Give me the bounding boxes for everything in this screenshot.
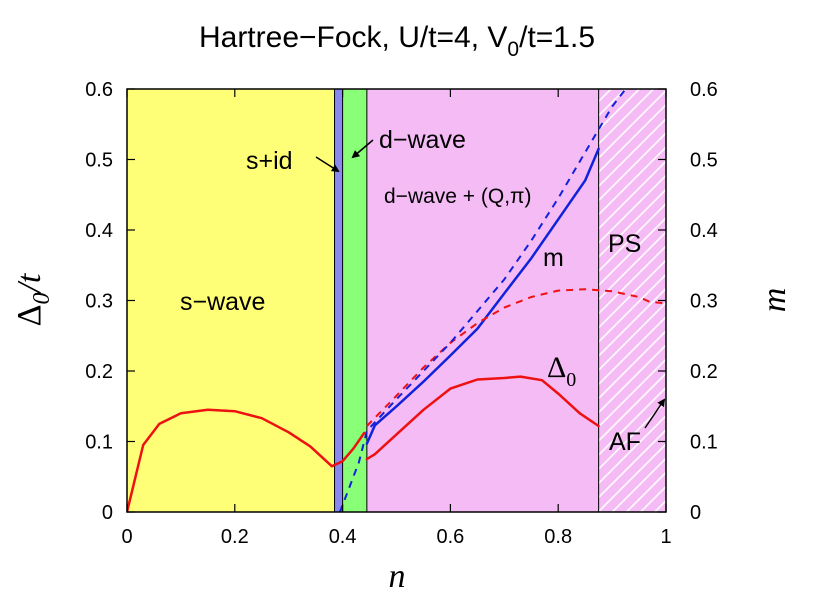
label-d-wave: d−wave xyxy=(379,126,466,154)
y-tick-label-left-3: 0.3 xyxy=(85,291,113,313)
y-tick-label-left-5: 0.5 xyxy=(85,150,113,172)
curves xyxy=(127,89,666,512)
x-tick-label-3: 0.6 xyxy=(436,526,464,548)
series-3-segment-0 xyxy=(338,89,627,512)
y-tick-label-right-0: 0 xyxy=(690,502,701,524)
x-tick-label-4: 0.8 xyxy=(544,526,572,548)
y-tick-label-right-4: 0.4 xyxy=(690,220,718,242)
y-tick-label-right-6: 0.6 xyxy=(690,79,718,101)
arrow-d-wave xyxy=(351,139,374,159)
region-3 xyxy=(366,89,599,512)
arrow-s-id xyxy=(315,156,340,173)
y-tick-label-right-5: 0.5 xyxy=(690,150,718,172)
series-1-segment-0 xyxy=(365,147,600,445)
y-tick-label-left-6: 0.6 xyxy=(85,79,113,101)
y-tick-label-right-2: 0.2 xyxy=(690,361,718,383)
y-tick-label-left-4: 0.4 xyxy=(85,220,113,242)
region-1 xyxy=(334,89,343,512)
x-tick-label-5: 1 xyxy=(660,526,671,548)
label-m: m xyxy=(543,244,564,272)
axis-ticks: 0 0.2 0.4 0.6 0.8 10 00.1 0.10.2 0.20.3 0.30.4 0.4… xyxy=(85,79,718,548)
chart-title: Hartree−Fock, U/t=4, V0/t=1.5 xyxy=(199,21,595,61)
y-axis-label-right: m xyxy=(756,288,793,313)
y-tick-label-left-1: 0.1 xyxy=(85,432,113,454)
series-2-segment-0 xyxy=(366,288,666,427)
region-4 xyxy=(598,89,666,512)
label-delta0: Δ0 xyxy=(547,351,576,391)
label-d-wave-q-pi: d−wave + (Q,π) xyxy=(384,185,532,208)
region-2 xyxy=(342,89,367,512)
x-tick-label-1: 0.2 xyxy=(221,526,249,548)
series-0-segment-1 xyxy=(365,375,600,461)
label-ps: PS xyxy=(608,230,641,258)
y-tick-label-right-3: 0.3 xyxy=(690,291,718,313)
y-tick-label-left-0: 0 xyxy=(102,502,113,524)
y-tick-label-left-2: 0.2 xyxy=(85,361,113,383)
label-af: AF xyxy=(609,428,641,456)
x-axis-label: n xyxy=(389,558,406,594)
y-tick-label-right-1: 0.1 xyxy=(690,432,718,454)
phase-regions xyxy=(127,89,666,512)
arrow-af xyxy=(644,398,666,429)
x-tick-label-0: 0 xyxy=(121,526,132,548)
region-0 xyxy=(127,89,335,512)
label-s-id: s+id xyxy=(246,147,293,175)
series-0-segment-0 xyxy=(127,408,366,512)
x-tick-label-2: 0.4 xyxy=(329,526,357,548)
label-s-wave: s−wave xyxy=(180,288,265,316)
y-axis-label-left: Δ0/t xyxy=(11,272,55,326)
